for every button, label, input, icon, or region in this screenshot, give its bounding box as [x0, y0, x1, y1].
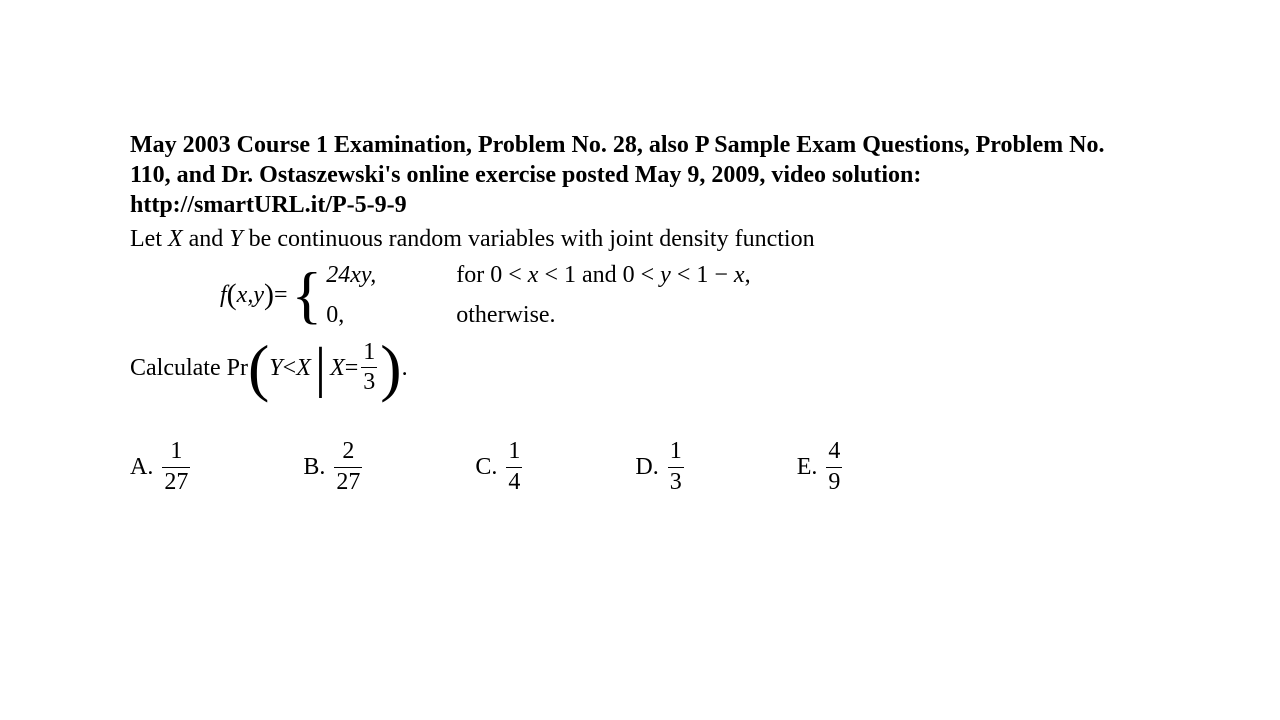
case-1-cond: for 0 < x < 1 and 0 < y < 1 − x,	[456, 260, 750, 290]
choice-label: C.	[475, 452, 497, 482]
problem-header: May 2003 Course 1 Examination, Problem N…	[130, 130, 1150, 220]
text: ,	[745, 262, 751, 288]
numerator: 4	[826, 439, 842, 464]
calculate-line: Calculate Pr ( Y < X | X = 1 3 ) .	[130, 340, 1150, 395]
choice-fraction: 1 3	[668, 439, 684, 494]
case-2-cond: otherwise.	[456, 300, 555, 330]
denominator: 27	[162, 470, 190, 495]
choice-label: D.	[635, 452, 658, 482]
text: for 0 <	[456, 262, 528, 288]
intro-text: Let	[130, 226, 168, 252]
answer-choices: A. 1 27 B. 2 27 C. 1 4 D. 1 3 E.	[130, 439, 1150, 494]
paren-open: (	[227, 276, 237, 314]
numerator: 1	[361, 340, 377, 365]
lt-sign: <	[283, 353, 297, 383]
var-y: Y	[229, 226, 242, 252]
equals: =	[274, 280, 288, 310]
denominator: 27	[334, 470, 362, 495]
denominator: 3	[668, 470, 684, 495]
left-brace-icon: {	[292, 265, 323, 325]
denominator: 4	[506, 470, 522, 495]
var-y: Y	[269, 353, 282, 383]
case-2: 0, otherwise.	[326, 300, 750, 330]
density-function: f ( x,y ) = { 24xy, for 0 < x < 1 and 0 …	[220, 260, 1150, 330]
case-1: 24xy, for 0 < x < 1 and 0 < y < 1 − x,	[326, 260, 750, 290]
cases: 24xy, for 0 < x < 1 and 0 < y < 1 − x, 0…	[326, 260, 750, 330]
choice-b: B. 2 27	[303, 439, 365, 494]
var-x: x	[734, 262, 745, 288]
period: .	[402, 353, 408, 383]
function-f: f	[220, 280, 227, 310]
choice-label: A.	[130, 452, 153, 482]
denominator: 9	[826, 470, 842, 495]
numerator: 1	[506, 439, 522, 464]
numerator: 1	[668, 439, 684, 464]
intro-text: and	[183, 226, 230, 252]
equals: =	[345, 353, 359, 383]
denominator: 3	[361, 370, 377, 395]
paren-close-icon: )	[380, 343, 401, 393]
var-x: X	[168, 226, 183, 252]
choice-fraction: 4 9	[826, 439, 842, 494]
text: < 1 and 0 <	[538, 262, 660, 288]
paren-close: )	[264, 276, 274, 314]
choice-a: A. 1 27	[130, 439, 193, 494]
numerator: 2	[340, 439, 356, 464]
var-y: y	[660, 262, 671, 288]
fraction-one-third: 1 3	[361, 340, 377, 395]
conditional-bar-icon: |	[315, 343, 326, 393]
intro-text: be continuous random variables with join…	[243, 226, 815, 252]
var-x: x	[528, 262, 539, 288]
choice-fraction: 2 27	[334, 439, 362, 494]
choice-fraction: 1 4	[506, 439, 522, 494]
choice-label: B.	[303, 452, 325, 482]
var-x: X	[296, 353, 311, 383]
text: < 1 −	[671, 262, 734, 288]
choice-fraction: 1 27	[162, 439, 190, 494]
calculate-label: Calculate Pr	[130, 353, 248, 383]
function-args: x,y	[237, 280, 264, 310]
var-x: X	[330, 353, 345, 383]
choice-c: C. 1 4	[475, 439, 525, 494]
case-1-value: 24xy,	[326, 260, 416, 290]
paren-open-icon: (	[248, 343, 269, 393]
case-2-value: 0,	[326, 300, 416, 330]
choice-label: E.	[797, 452, 818, 482]
choice-e: E. 4 9	[797, 439, 846, 494]
numerator: 1	[168, 439, 184, 464]
choice-d: D. 1 3	[635, 439, 686, 494]
problem-intro: Let X and Y be continuous random variabl…	[130, 224, 1150, 254]
